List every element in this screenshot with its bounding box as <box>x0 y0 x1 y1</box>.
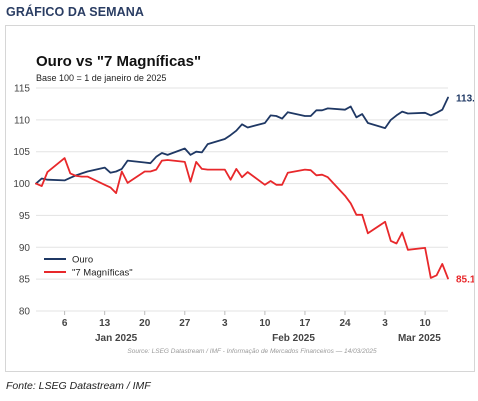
legend-label: Ouro <box>72 255 93 266</box>
x-tick-label: 10 <box>259 318 271 329</box>
x-tick-label: 13 <box>99 318 111 329</box>
x-month-label: Jan 2025 <box>95 333 138 344</box>
x-tick-label: 3 <box>222 318 228 329</box>
footer-source: Fonte: LSEG Datastream / IMF <box>6 380 151 392</box>
y-tick-label: 105 <box>13 147 30 158</box>
chart-subtitle: Base 100 = 1 de janeiro de 2025 <box>36 73 166 83</box>
series-line-1 <box>35 157 449 280</box>
series-end-label: 85.1 <box>456 275 474 286</box>
x-tick-label: 17 <box>299 318 311 329</box>
x-tick-label: 24 <box>339 318 351 329</box>
chart-panel: Ouro vs "7 Magníficas" Base 100 = 1 de ja… <box>5 25 475 372</box>
line-chart: Ouro vs "7 Magníficas" Base 100 = 1 de ja… <box>13 53 474 355</box>
x-tick-label: 3 <box>382 318 388 329</box>
y-tick-label: 80 <box>19 307 31 318</box>
x-month-label: Mar 2025 <box>398 333 441 344</box>
chart-source-note: Source: LSEG Datastream / IMF - Informaç… <box>127 348 377 355</box>
y-tick-label: 115 <box>14 84 30 95</box>
y-tick-label: 90 <box>19 243 31 254</box>
series-end-label: 113.5 <box>456 94 474 105</box>
x-tick-label: 20 <box>139 318 151 329</box>
section-title: GRÁFICO DA SEMANA <box>6 5 145 19</box>
x-month-label: Feb 2025 <box>272 333 315 344</box>
legend-label: "7 Magníficas" <box>72 268 133 279</box>
x-tick-label: 27 <box>179 318 191 329</box>
chart-title: Ouro vs "7 Magníficas" <box>36 53 201 70</box>
x-tick-label: 10 <box>420 318 432 329</box>
y-tick-label: 110 <box>14 115 30 126</box>
y-tick-label: 85 <box>19 275 31 286</box>
y-tick-label: 95 <box>19 211 31 222</box>
series-line-0 <box>35 96 449 185</box>
x-tick-label: 6 <box>62 318 68 329</box>
y-tick-label: 100 <box>13 179 30 190</box>
